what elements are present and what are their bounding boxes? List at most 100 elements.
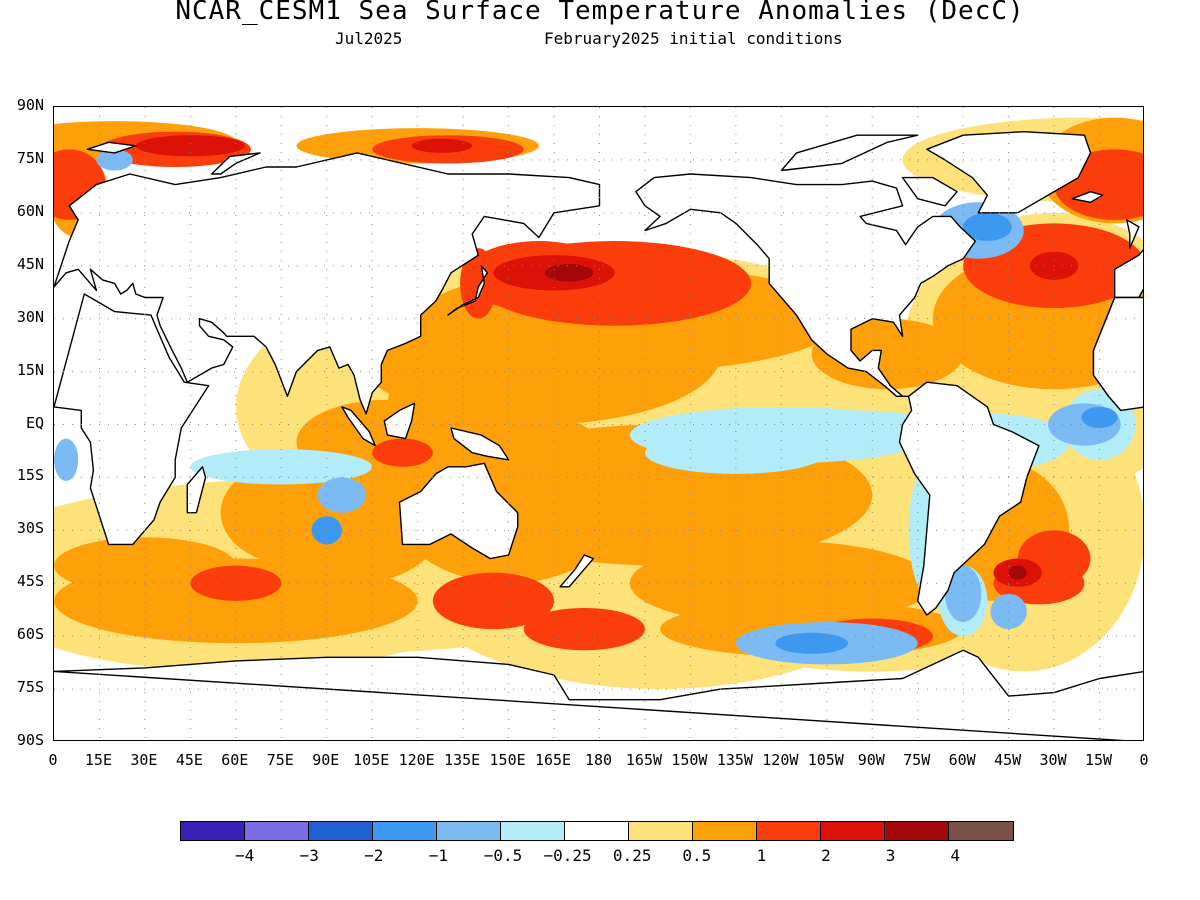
lon-tick-label: 135W bbox=[716, 751, 753, 769]
land-borneo bbox=[383, 402, 416, 440]
land-south-america bbox=[898, 381, 1040, 616]
colorbar-tick-label: −1 bbox=[428, 846, 449, 865]
lon-tick-label: 15W bbox=[1084, 751, 1113, 769]
land-japan bbox=[447, 265, 489, 316]
colorbar-tick-label: −0.25 bbox=[543, 846, 592, 865]
lon-tick-label: 75W bbox=[903, 751, 931, 769]
lat-tick-label: 75N bbox=[16, 148, 44, 167]
land-africa bbox=[54, 293, 210, 546]
colorbar bbox=[180, 821, 1014, 841]
anomaly-patch bbox=[1081, 406, 1118, 429]
lon-tick-label: 150W bbox=[671, 751, 708, 769]
lon-tick-label: 180 bbox=[584, 751, 613, 769]
colorbar-swatch bbox=[565, 822, 629, 840]
lat-tick-label: 60N bbox=[16, 201, 44, 220]
lat-tick-label: 60S bbox=[16, 625, 44, 644]
anomaly-field bbox=[54, 117, 1143, 690]
lon-tick-label: 165E bbox=[534, 751, 572, 769]
anomaly-patch bbox=[96, 149, 133, 171]
lat-tick-label: 90N bbox=[16, 96, 44, 114]
colorbar-swatch bbox=[373, 822, 437, 840]
lat-tick-label: 30S bbox=[16, 519, 44, 538]
lat-tick-label: 15S bbox=[16, 466, 44, 485]
lat-tick-label: 75S bbox=[16, 678, 44, 697]
colorbar-tick-label: 0.25 bbox=[612, 846, 652, 865]
anomaly-patch bbox=[54, 438, 79, 481]
lon-tick-label: 0 bbox=[1139, 751, 1149, 769]
colorbar-tick-label: −0.5 bbox=[483, 846, 523, 865]
anomaly-patch bbox=[963, 212, 1012, 242]
colorbar-swatch bbox=[181, 822, 245, 840]
colorbar-tick-label: −2 bbox=[364, 846, 384, 865]
colorbar-swatch bbox=[885, 822, 949, 840]
colorbar-swatch bbox=[437, 822, 501, 840]
lat-tick-label: 90S bbox=[16, 731, 44, 749]
lon-tick-label: 105E bbox=[353, 751, 390, 769]
land-sumatra bbox=[341, 406, 376, 447]
land-iceland bbox=[1071, 190, 1104, 204]
lon-tick-label: 60E bbox=[221, 751, 249, 769]
map-title: NCAR_CESM1 Sea Surface Temperature Anoma… bbox=[175, 0, 1025, 26]
colorbar-tick-label: 4 bbox=[950, 846, 961, 865]
lon-tick-label: 60W bbox=[948, 751, 976, 769]
land-australia bbox=[398, 462, 519, 560]
colorbar-swatch bbox=[501, 822, 565, 840]
land-new-guinea bbox=[450, 427, 510, 461]
anomaly-patch bbox=[775, 632, 849, 654]
lat-tick-label: 30N bbox=[16, 307, 44, 326]
anomaly-patch bbox=[411, 138, 473, 153]
land-canada-arctic bbox=[780, 134, 919, 172]
forecast-month: Jul2025 bbox=[335, 29, 403, 48]
lon-tick-label: 165W bbox=[625, 751, 663, 769]
land-north-america bbox=[635, 173, 976, 397]
anomaly-patch bbox=[135, 135, 245, 157]
lat-tick-label: EQ bbox=[25, 413, 44, 432]
colorbar-tick-label: 1 bbox=[756, 846, 767, 865]
anomaly-patch bbox=[372, 438, 433, 467]
lon-tick-label: 120W bbox=[762, 751, 799, 769]
lat-tick-label: 45S bbox=[16, 572, 44, 591]
colorbar-swatch bbox=[821, 822, 885, 840]
land-antarctica bbox=[54, 649, 1143, 740]
land-new-zealand bbox=[559, 554, 595, 588]
anomaly-patch bbox=[190, 565, 282, 601]
colorbar-swatch bbox=[629, 822, 693, 840]
lon-tick-label: 90E bbox=[312, 751, 340, 769]
colorbar-swatch bbox=[757, 822, 821, 840]
anomaly-patch bbox=[1008, 565, 1027, 580]
land-svalbard bbox=[86, 141, 137, 154]
land-greenland bbox=[926, 131, 1092, 214]
colorbar-tick-label: −3 bbox=[299, 846, 319, 865]
lon-tick-label: 45E bbox=[175, 751, 203, 769]
lat-lon-grid bbox=[54, 107, 1143, 740]
sst-anomaly-map bbox=[53, 106, 1144, 741]
lon-tick-label: 15E bbox=[84, 751, 112, 769]
land-madagascar bbox=[186, 466, 207, 514]
colorbar-swatch bbox=[949, 822, 1013, 840]
anomaly-patch bbox=[54, 537, 236, 594]
land-novaya-zemlya bbox=[210, 152, 261, 175]
initial-conditions-label: February2025 initial conditions bbox=[544, 29, 843, 48]
land-uk bbox=[1126, 219, 1140, 249]
anomaly-patch bbox=[544, 263, 594, 282]
lon-tick-label: 135E bbox=[444, 751, 481, 769]
lon-tick-label: 150E bbox=[489, 751, 526, 769]
sst-map-canvas bbox=[54, 107, 1143, 740]
anomaly-patch bbox=[1029, 251, 1079, 280]
land-baffin bbox=[901, 176, 958, 207]
colorbar-swatch bbox=[245, 822, 309, 840]
anomaly-patch bbox=[523, 607, 645, 651]
lat-tick-label: 45N bbox=[16, 254, 44, 273]
lon-tick-label: 45W bbox=[994, 751, 1022, 769]
lon-tick-label: 30E bbox=[130, 751, 158, 769]
colorbar-tick-label: 3 bbox=[885, 846, 896, 865]
colorbar-tick-label: 0.5 bbox=[682, 846, 712, 865]
land-africa-west bbox=[1092, 296, 1143, 412]
land-eurasia bbox=[54, 152, 601, 415]
lon-tick-label: 120E bbox=[398, 751, 435, 769]
anomaly-patch bbox=[317, 477, 367, 513]
anomaly-patch bbox=[432, 572, 555, 630]
lat-tick-label: 15N bbox=[16, 360, 44, 379]
colorbar-tick-label: −4 bbox=[234, 846, 255, 865]
lon-tick-label: 105W bbox=[807, 751, 844, 769]
